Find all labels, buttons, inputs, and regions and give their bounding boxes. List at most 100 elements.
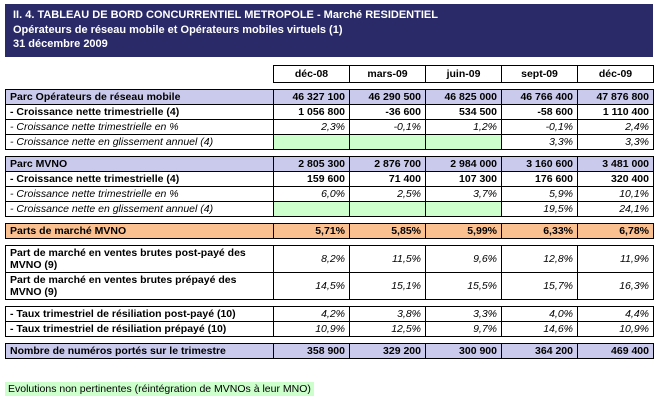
value-cell: 47 876 800 bbox=[577, 88, 654, 105]
row-label: - Croissance nette trimestrielle (4) bbox=[5, 170, 274, 187]
value-cell: 10,1% bbox=[577, 185, 654, 202]
row-label: - Taux trimestriel de résiliation prépay… bbox=[5, 320, 274, 337]
spacer-row bbox=[6, 299, 654, 306]
column-header: déc-08 bbox=[273, 64, 350, 83]
dashboard-table: déc-08 mars-09 juin-09 sept-09 déc-09 Pa… bbox=[5, 64, 654, 359]
value-cell: 46 290 500 bbox=[349, 88, 426, 105]
value-cell: 1 056 800 bbox=[273, 103, 350, 120]
value-cell: 19,5% bbox=[501, 200, 578, 217]
value-cell-excluded bbox=[425, 200, 502, 217]
legend-note-text: Evolutions non pertinentes (réintégratio… bbox=[5, 381, 314, 396]
table-row: - Croissance nette trimestrielle (4) 159… bbox=[5, 170, 654, 187]
value-cell: 10,9% bbox=[577, 320, 654, 337]
value-cell: -58 600 bbox=[501, 103, 578, 120]
value-cell: 6,0% bbox=[273, 185, 350, 202]
value-cell-excluded bbox=[425, 133, 502, 150]
value-cell-excluded bbox=[273, 200, 350, 217]
table-row: Parc MVNO 2 805 300 2 876 700 2 984 000 … bbox=[5, 155, 654, 172]
spacer-row bbox=[6, 149, 654, 156]
value-cell: 3,3% bbox=[577, 133, 654, 150]
table-row: - Croissance nette trimestrielle en % 6,… bbox=[5, 185, 654, 202]
table-row: - Croissance nette trimestrielle (4) 1 0… bbox=[5, 103, 654, 120]
value-cell: 5,9% bbox=[501, 185, 578, 202]
value-cell: 176 600 bbox=[501, 170, 578, 187]
table-row: Nombre de numéros portés sur le trimestr… bbox=[5, 342, 654, 359]
row-label: Parts de marché MVNO bbox=[5, 222, 274, 239]
value-cell: 10,9% bbox=[273, 320, 350, 337]
report-subtitle: Opérateurs de réseau mobile et Opérateur… bbox=[13, 23, 343, 36]
value-cell: 5,85% bbox=[349, 222, 426, 239]
row-label: - Croissance nette en glissement annuel … bbox=[5, 133, 274, 150]
row-label: Parc Opérateurs de réseau mobile bbox=[5, 88, 274, 105]
table-row: Parc Opérateurs de réseau mobile 46 327 … bbox=[5, 88, 654, 105]
column-header: juin-09 bbox=[425, 64, 502, 83]
value-cell-excluded bbox=[349, 133, 426, 150]
value-cell: 3,7% bbox=[425, 185, 502, 202]
value-cell: 15,7% bbox=[501, 271, 578, 300]
value-cell: -0,1% bbox=[501, 118, 578, 135]
value-cell: 1 110 400 bbox=[577, 103, 654, 120]
value-cell: 107 300 bbox=[425, 170, 502, 187]
value-cell: 6,33% bbox=[501, 222, 578, 239]
value-cell: 2,3% bbox=[273, 118, 350, 135]
value-cell: 300 900 bbox=[425, 342, 502, 359]
value-cell: 2 876 700 bbox=[349, 155, 426, 172]
column-header: mars-09 bbox=[349, 64, 426, 83]
value-cell: 2 984 000 bbox=[425, 155, 502, 172]
value-cell: 9,7% bbox=[425, 320, 502, 337]
row-label: Part de marché en ventes brutes prépayé … bbox=[5, 271, 274, 300]
row-label: - Croissance nette trimestrielle (4) bbox=[5, 103, 274, 120]
value-cell: 24,1% bbox=[577, 200, 654, 217]
value-cell: 1,2% bbox=[425, 118, 502, 135]
value-cell: 8,2% bbox=[273, 244, 350, 273]
table-row: - Croissance nette en glissement annuel … bbox=[5, 133, 654, 150]
value-cell: 14,5% bbox=[273, 271, 350, 300]
value-cell-excluded bbox=[349, 200, 426, 217]
value-cell: 16,3% bbox=[577, 271, 654, 300]
value-cell: 3 481 000 bbox=[577, 155, 654, 172]
value-cell: 364 200 bbox=[501, 342, 578, 359]
value-cell: 46 327 100 bbox=[273, 88, 350, 105]
value-cell: 2,5% bbox=[349, 185, 426, 202]
value-cell: 12,5% bbox=[349, 320, 426, 337]
value-cell: 4,2% bbox=[273, 305, 350, 322]
value-cell: 534 500 bbox=[425, 103, 502, 120]
value-cell: 5,99% bbox=[425, 222, 502, 239]
value-cell: 320 400 bbox=[577, 170, 654, 187]
spacer-row bbox=[6, 238, 654, 245]
title-banner: II. 4. TABLEAU DE BORD CONCURRENTIEL MET… bbox=[5, 4, 653, 57]
value-cell: 46 825 000 bbox=[425, 88, 502, 105]
row-label: Nombre de numéros portés sur le trimestr… bbox=[5, 342, 274, 359]
spacer-row bbox=[6, 336, 654, 343]
row-label: - Croissance nette en glissement annuel … bbox=[5, 200, 274, 217]
value-cell: 6,78% bbox=[577, 222, 654, 239]
value-cell: 15,5% bbox=[425, 271, 502, 300]
spacer-row bbox=[6, 216, 654, 223]
value-cell: 2,4% bbox=[577, 118, 654, 135]
report-date: 31 décembre 2009 bbox=[13, 38, 108, 51]
legend-note: Evolutions non pertinentes (réintégratio… bbox=[5, 379, 653, 397]
spacer-row bbox=[6, 82, 654, 89]
value-cell: 4,0% bbox=[501, 305, 578, 322]
row-label: - Taux trimestriel de résiliation post-p… bbox=[5, 305, 274, 322]
value-cell: 11,5% bbox=[349, 244, 426, 273]
table-row: - Taux trimestriel de résiliation prépay… bbox=[5, 320, 654, 337]
value-cell: 4,4% bbox=[577, 305, 654, 322]
row-label: - Croissance nette trimestrielle en % bbox=[5, 118, 274, 135]
value-cell: -36 600 bbox=[349, 103, 426, 120]
column-header: sept-09 bbox=[501, 64, 578, 83]
table-row: - Croissance nette en glissement annuel … bbox=[5, 200, 654, 217]
value-cell: 71 400 bbox=[349, 170, 426, 187]
value-cell: 469 400 bbox=[577, 342, 654, 359]
value-cell: 159 600 bbox=[273, 170, 350, 187]
column-header: déc-09 bbox=[577, 64, 654, 83]
value-cell: -0,1% bbox=[349, 118, 426, 135]
value-cell: 15,1% bbox=[349, 271, 426, 300]
value-cell: 5,71% bbox=[273, 222, 350, 239]
value-cell: 3,3% bbox=[501, 133, 578, 150]
column-header-row: déc-08 mars-09 juin-09 sept-09 déc-09 bbox=[6, 64, 654, 83]
value-cell: 2 805 300 bbox=[273, 155, 350, 172]
table-row: - Taux trimestriel de résiliation post-p… bbox=[5, 305, 654, 322]
row-label: Part de marché en ventes brutes post-pay… bbox=[5, 244, 274, 273]
value-cell-excluded bbox=[273, 133, 350, 150]
